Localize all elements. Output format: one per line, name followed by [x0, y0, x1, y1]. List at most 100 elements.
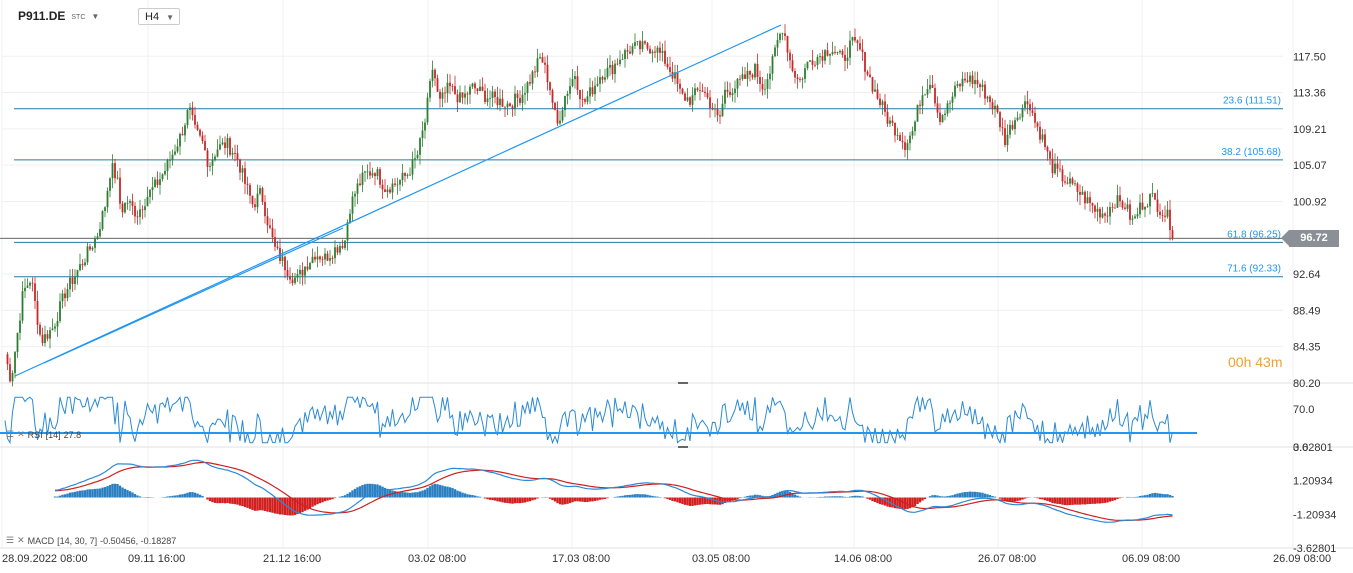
macd-histogram-bar — [118, 485, 122, 498]
macd-histogram-bar — [223, 497, 227, 504]
macd-histogram-bar — [748, 495, 752, 498]
macd-histogram-bar — [451, 488, 454, 498]
candle-body — [596, 83, 599, 86]
candle-body — [231, 153, 234, 155]
macd-histogram-bar — [506, 497, 509, 504]
candle-body — [864, 51, 866, 72]
macd-histogram-bar — [651, 495, 654, 498]
macd-histogram-bar — [708, 497, 712, 505]
symbol-label[interactable]: P911.DE — [18, 9, 66, 23]
macd-histogram-bar — [1013, 497, 1017, 502]
macd-histogram-bar — [228, 497, 232, 504]
macd-histogram-bar — [431, 484, 434, 498]
candle-body — [936, 103, 939, 113]
candle-body — [56, 320, 59, 327]
macd-histogram-bar — [561, 497, 564, 505]
candle-body — [271, 227, 274, 238]
candle-body — [66, 289, 69, 299]
candle-body — [1016, 117, 1019, 121]
macd-histogram-bar — [858, 496, 862, 498]
macd-values: -0.50456, -0.18287 — [100, 535, 177, 546]
macd-histogram-bar — [108, 485, 112, 498]
time-axis-label: 03.05 08:00 — [692, 553, 750, 565]
candle-body — [159, 179, 161, 185]
candle-body — [1054, 163, 1056, 174]
candle-body — [419, 138, 421, 155]
candle-body — [1066, 182, 1069, 184]
macd-histogram-bar — [1116, 497, 1119, 499]
candle-body — [834, 51, 836, 53]
candle-body — [789, 52, 791, 61]
macd-histogram-bar — [663, 497, 667, 499]
candle-body — [91, 247, 94, 250]
candle-body — [981, 84, 984, 88]
candle-body — [76, 270, 79, 277]
candle-body — [389, 189, 391, 193]
candle-body — [569, 86, 571, 94]
macd-histogram-bar — [361, 485, 364, 498]
candle-body — [889, 120, 891, 124]
macd-histogram-bar — [971, 491, 974, 498]
macd-histogram-bar — [613, 496, 617, 498]
macd-histogram-bar — [461, 492, 464, 498]
candle-body — [1109, 207, 1111, 217]
chevron-down-icon[interactable]: ▼ — [166, 13, 174, 22]
candle-body — [1029, 104, 1031, 111]
macd-legend[interactable]: ☰ ✕ MACD [14, 30, 7] -0.50456, -0.18287 — [6, 535, 176, 546]
macd-histogram-bar — [468, 494, 472, 498]
macd-histogram-bar — [523, 497, 527, 503]
candle-body — [626, 50, 629, 52]
candle-body — [461, 92, 464, 98]
candle-body — [119, 177, 121, 204]
macd-histogram-bar — [1008, 497, 1012, 502]
candle-body — [14, 351, 16, 374]
instrument-header[interactable]: P911.DE STC ▼ — [18, 9, 99, 23]
macd-histogram-bar — [308, 497, 312, 509]
time-axis-label: 06.09 08:00 — [1122, 553, 1180, 565]
close-icon[interactable]: ✕ — [17, 535, 25, 545]
candle-body — [129, 201, 131, 203]
macd-histogram-bar — [498, 497, 502, 502]
candle-body — [186, 110, 189, 126]
macd-histogram-bar — [58, 495, 62, 498]
macd-histogram-bar — [1141, 495, 1144, 498]
candle-body — [679, 83, 681, 89]
macd-histogram-bar — [103, 487, 107, 498]
candle-body — [931, 84, 934, 88]
timeframe-select[interactable]: H4 ▼ — [138, 8, 180, 25]
macd-histogram-bar — [511, 497, 514, 504]
macd-histogram-bar — [1136, 496, 1139, 498]
rsi-legend[interactable]: ☰ ✕ RSI [14] 27.8 — [6, 429, 81, 440]
candle-body — [1031, 110, 1034, 113]
menu-icon[interactable]: ☰ — [6, 535, 15, 545]
candle-body — [1084, 191, 1086, 204]
macd-histogram-bar — [201, 495, 204, 498]
macd-histogram-bar — [423, 489, 427, 498]
candle-body — [721, 103, 724, 117]
rsi-params: [14] — [45, 429, 61, 440]
macd-signal-line — [54, 461, 1173, 522]
macd-histogram-bar — [1098, 497, 1102, 504]
candle-body — [254, 204, 256, 208]
candle-body — [826, 50, 829, 56]
macd-histogram-bar — [823, 496, 827, 498]
candle-body — [259, 188, 261, 194]
candle-body — [126, 202, 129, 204]
candle-body — [999, 112, 1001, 128]
macd-histogram-bar — [1003, 497, 1007, 502]
macd-histogram-bar — [646, 494, 649, 498]
current-price-tag: 96.72 — [1281, 230, 1339, 247]
macd-histogram-bar — [751, 495, 754, 498]
macd-histogram-bar — [403, 492, 407, 498]
candle-body — [1106, 215, 1109, 217]
candle-body — [304, 266, 306, 276]
time-axis-label: 09.11 16:00 — [128, 553, 185, 565]
close-icon[interactable]: ✕ — [17, 429, 25, 439]
macd-histogram-bar — [518, 497, 522, 504]
candle-body — [1081, 191, 1084, 195]
menu-icon[interactable]: ☰ — [6, 429, 15, 439]
candle-body — [146, 196, 149, 207]
symbol-dropdown-icon[interactable]: ▼ — [91, 11, 100, 21]
